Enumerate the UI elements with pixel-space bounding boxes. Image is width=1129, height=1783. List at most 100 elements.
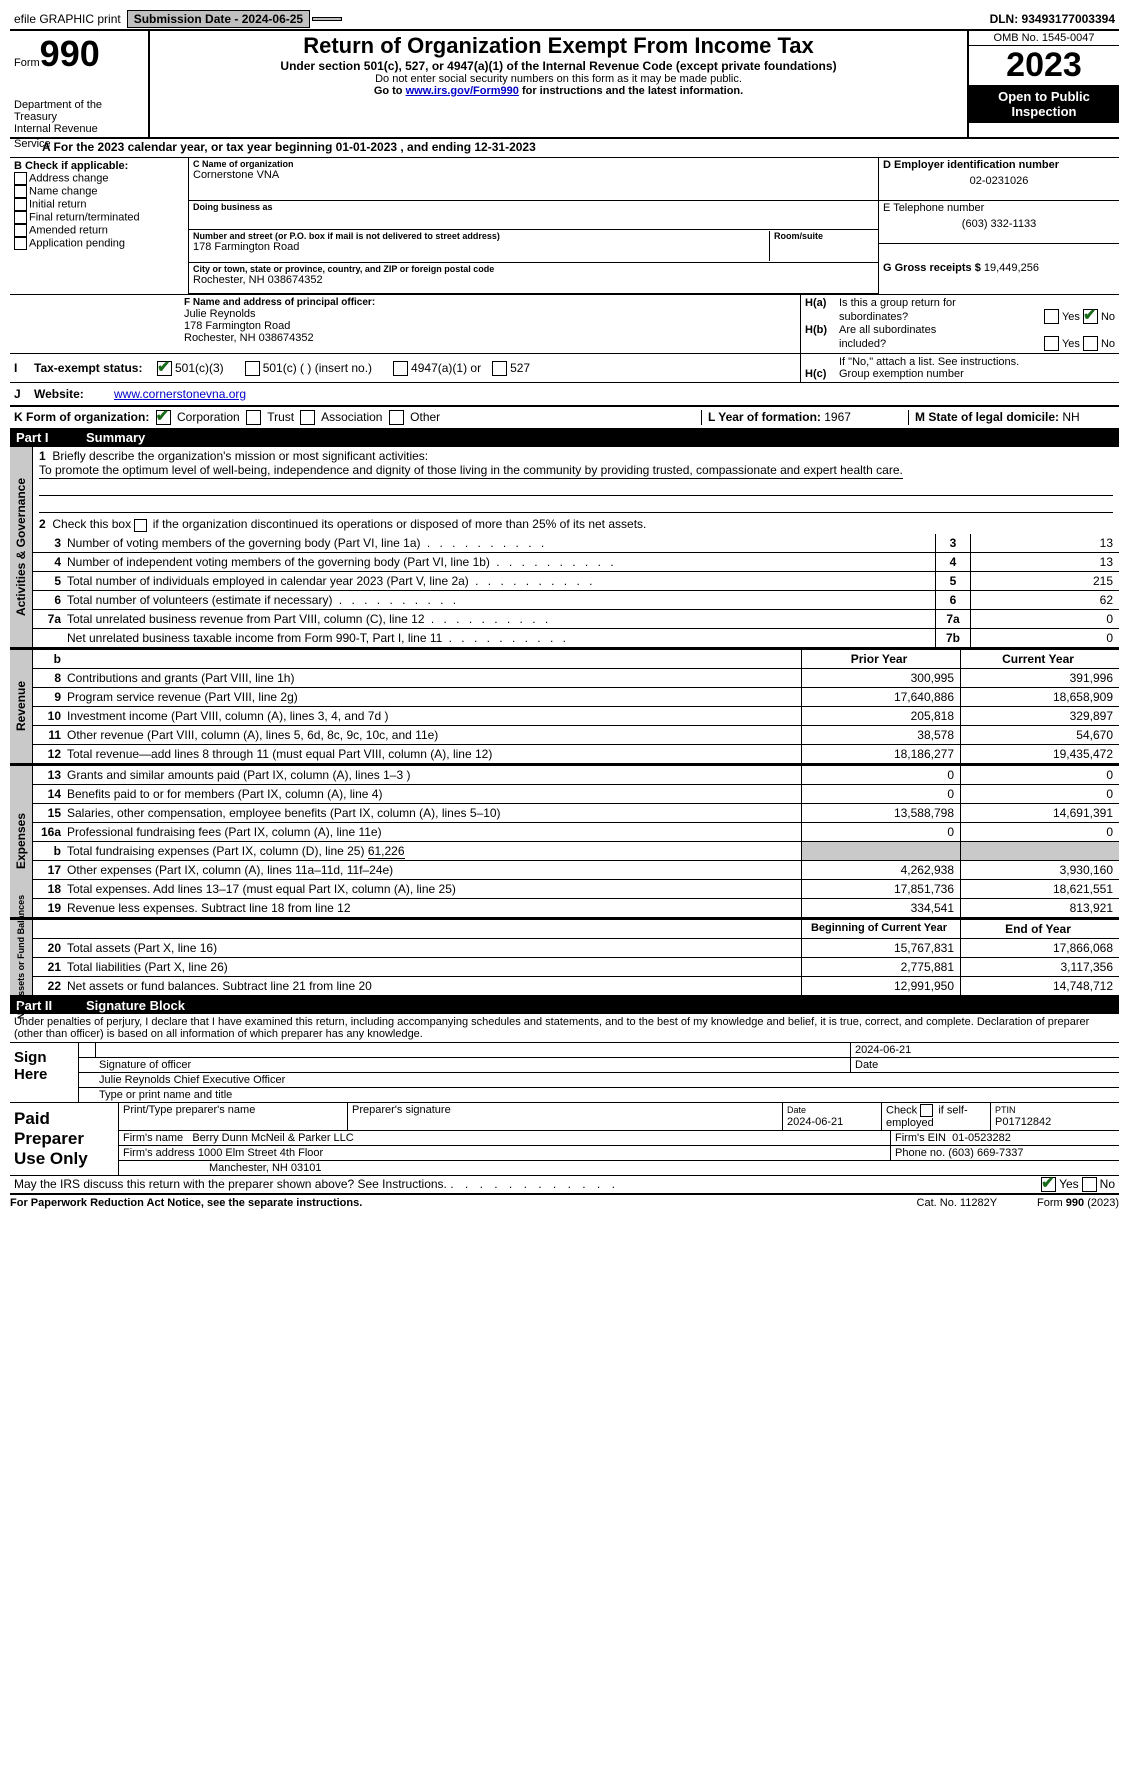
pp-sig-lbl: Preparer's signature (347, 1103, 782, 1130)
part2-label: Part II (16, 998, 86, 1013)
section-deg: D Employer identification number 02-0231… (878, 158, 1119, 294)
hc-lbl: H(c) (805, 368, 839, 380)
form-title: Return of Organization Exempt From Incom… (154, 33, 963, 59)
form-number: 990 (40, 33, 100, 74)
part2-title: Signature Block (86, 998, 185, 1013)
sig-lbl: Signature of officer (95, 1058, 850, 1072)
goto-note: Go to www.irs.gov/Form990 for instructio… (154, 85, 963, 97)
header-right: OMB No. 1545-0047 2023 Open to Public In… (967, 31, 1119, 137)
paid-preparer-block: Paid Preparer Use Only Print/Type prepar… (10, 1103, 1119, 1176)
dln-label: DLN: 93493177003394 (990, 12, 1119, 26)
perjury-text: Under penalties of perjury, I declare th… (10, 1014, 1119, 1043)
header-left: Form990 Department of the Treasury Inter… (10, 31, 150, 137)
j-lbl: Website: (34, 387, 114, 401)
public-inspection: Open to Public Inspection (969, 85, 1119, 123)
cb-discontinued[interactable] (134, 519, 147, 532)
section-h: H(a) Is this a group return for subordin… (800, 295, 1119, 353)
expenses-section: Expenses 13Grants and similar amounts pa… (10, 765, 1119, 919)
revenue-section: Revenue bPrior YearCurrent Year 8Contrib… (10, 649, 1119, 765)
cb-self-employed[interactable] (920, 1104, 933, 1117)
service-remnant: Service (14, 139, 51, 150)
dept-label: Department of the Treasury (14, 99, 144, 123)
d-lbl: D Employer identification number (883, 159, 1115, 171)
v3: 13 (970, 534, 1119, 552)
g-lbl: G Gross receipts $ (883, 262, 984, 274)
g-val: 19,449,256 (984, 262, 1039, 274)
v7b: 0 (970, 629, 1119, 647)
cb-assoc[interactable] (300, 410, 315, 425)
c-city: Rochester, NH 038674352 (193, 274, 874, 286)
section-l: L Year of formation: 1967 (701, 410, 908, 425)
discuss-yes-cb[interactable] (1041, 1177, 1056, 1192)
c-street: 178 Farmington Road (193, 241, 769, 253)
hb-no-cb[interactable] (1083, 336, 1098, 351)
c-street-lbl: Number and street (or P.O. box if mail i… (193, 231, 769, 241)
form-header: Form990 Department of the Treasury Inter… (10, 31, 1119, 139)
cb-501c3[interactable] (157, 361, 172, 376)
f-street: 178 Farmington Road (184, 320, 375, 332)
firm-addr2: Manchester, NH 03101 (119, 1161, 1119, 1175)
irs-link[interactable]: www.irs.gov/Form990 (406, 85, 519, 97)
sign-block: Sign Here 2024-06-21 Signature of office… (10, 1043, 1119, 1103)
c-name-lbl: C Name of organization (193, 159, 874, 169)
date-lbl: Date (850, 1058, 1119, 1072)
section-c: C Name of organization Cornerstone VNA D… (189, 158, 878, 294)
header-mid: Return of Organization Exempt From Incom… (150, 31, 967, 137)
page-footer: For Paperwork Reduction Act Notice, see … (10, 1195, 1119, 1209)
ha-no-cb[interactable] (1083, 309, 1098, 324)
e-val: (603) 332-1133 (883, 214, 1115, 230)
cb-address-change[interactable] (14, 172, 27, 185)
website-link[interactable]: www.cornerstonevna.org (114, 387, 246, 401)
cb-initial-return[interactable] (14, 198, 27, 211)
section-k: K Form of organization: Corporation Trus… (14, 410, 701, 425)
activities-section: Activities & Governance 1 Briefly descri… (10, 446, 1119, 648)
f-lbl: F Name and address of principal officer: (184, 297, 375, 308)
cb-527[interactable] (492, 361, 507, 376)
cb-4947[interactable] (393, 361, 408, 376)
hb-yes-cb[interactable] (1044, 336, 1059, 351)
discuss-row: May the IRS discuss this return with the… (10, 1176, 1119, 1195)
c-dba-lbl: Doing business as (193, 202, 874, 212)
pp-name-lbl: Print/Type preparer's name (119, 1103, 347, 1130)
part1-label: Part I (16, 430, 86, 445)
c-room-lbl: Room/suite (774, 231, 874, 241)
cb-amended[interactable] (14, 224, 27, 237)
officer-sig-cell[interactable] (95, 1043, 850, 1057)
org-block: B Check if applicable: Address change Na… (10, 158, 1119, 294)
cb-name-change[interactable] (14, 185, 27, 198)
pra-notice: For Paperwork Reduction Act Notice, see … (10, 1197, 877, 1209)
hc-txt: Group exemption number (839, 368, 964, 380)
section-f: F Name and address of principal officer:… (10, 295, 800, 353)
cat-no: Cat. No. 11282Y (877, 1197, 1038, 1209)
cb-final-return[interactable] (14, 211, 27, 224)
section-a: Service A For the 2023 calendar year, or… (10, 139, 1119, 158)
e-lbl: E Telephone number (883, 202, 1115, 214)
section-m: M State of legal domicile: NH (908, 410, 1115, 425)
submission-button[interactable]: Submission Date - 2024-06-25 (127, 10, 310, 28)
sign-here-label: Sign Here (10, 1043, 79, 1102)
part1-title: Summary (86, 430, 145, 445)
ssn-note: Do not enter social security numbers on … (154, 73, 963, 85)
part1-header: Part I Summary (10, 429, 1119, 446)
firm-name: Berry Dunn McNeil & Parker LLC (192, 1132, 353, 1144)
v7a: 0 (970, 610, 1119, 628)
mission-text: To promote the optimum level of well-bei… (39, 463, 903, 479)
irs-label: Internal Revenue (14, 123, 144, 135)
section-j: J Website: www.cornerstonevna.org (10, 382, 1119, 406)
blank-button[interactable] (312, 17, 342, 21)
cb-trust[interactable] (246, 410, 261, 425)
cb-corp[interactable] (156, 410, 171, 425)
officer-name: Julie Reynolds Chief Executive Officer (95, 1073, 1119, 1087)
cb-other[interactable] (389, 410, 404, 425)
ha-yes-cb[interactable] (1044, 309, 1059, 324)
v5: 215 (970, 572, 1119, 590)
i-lbl: Tax-exempt status: (34, 361, 154, 375)
discuss-no-cb[interactable] (1082, 1177, 1097, 1192)
cb-application[interactable] (14, 237, 27, 250)
c-name: Cornerstone VNA (193, 169, 874, 181)
cb-501c[interactable] (245, 361, 260, 376)
side-revenue: Revenue (10, 650, 33, 763)
arrow-icon (79, 1043, 95, 1057)
ha-lbl: H(a) (805, 297, 839, 309)
form-subtitle: Under section 501(c), 527, or 4947(a)(1)… (154, 59, 963, 73)
